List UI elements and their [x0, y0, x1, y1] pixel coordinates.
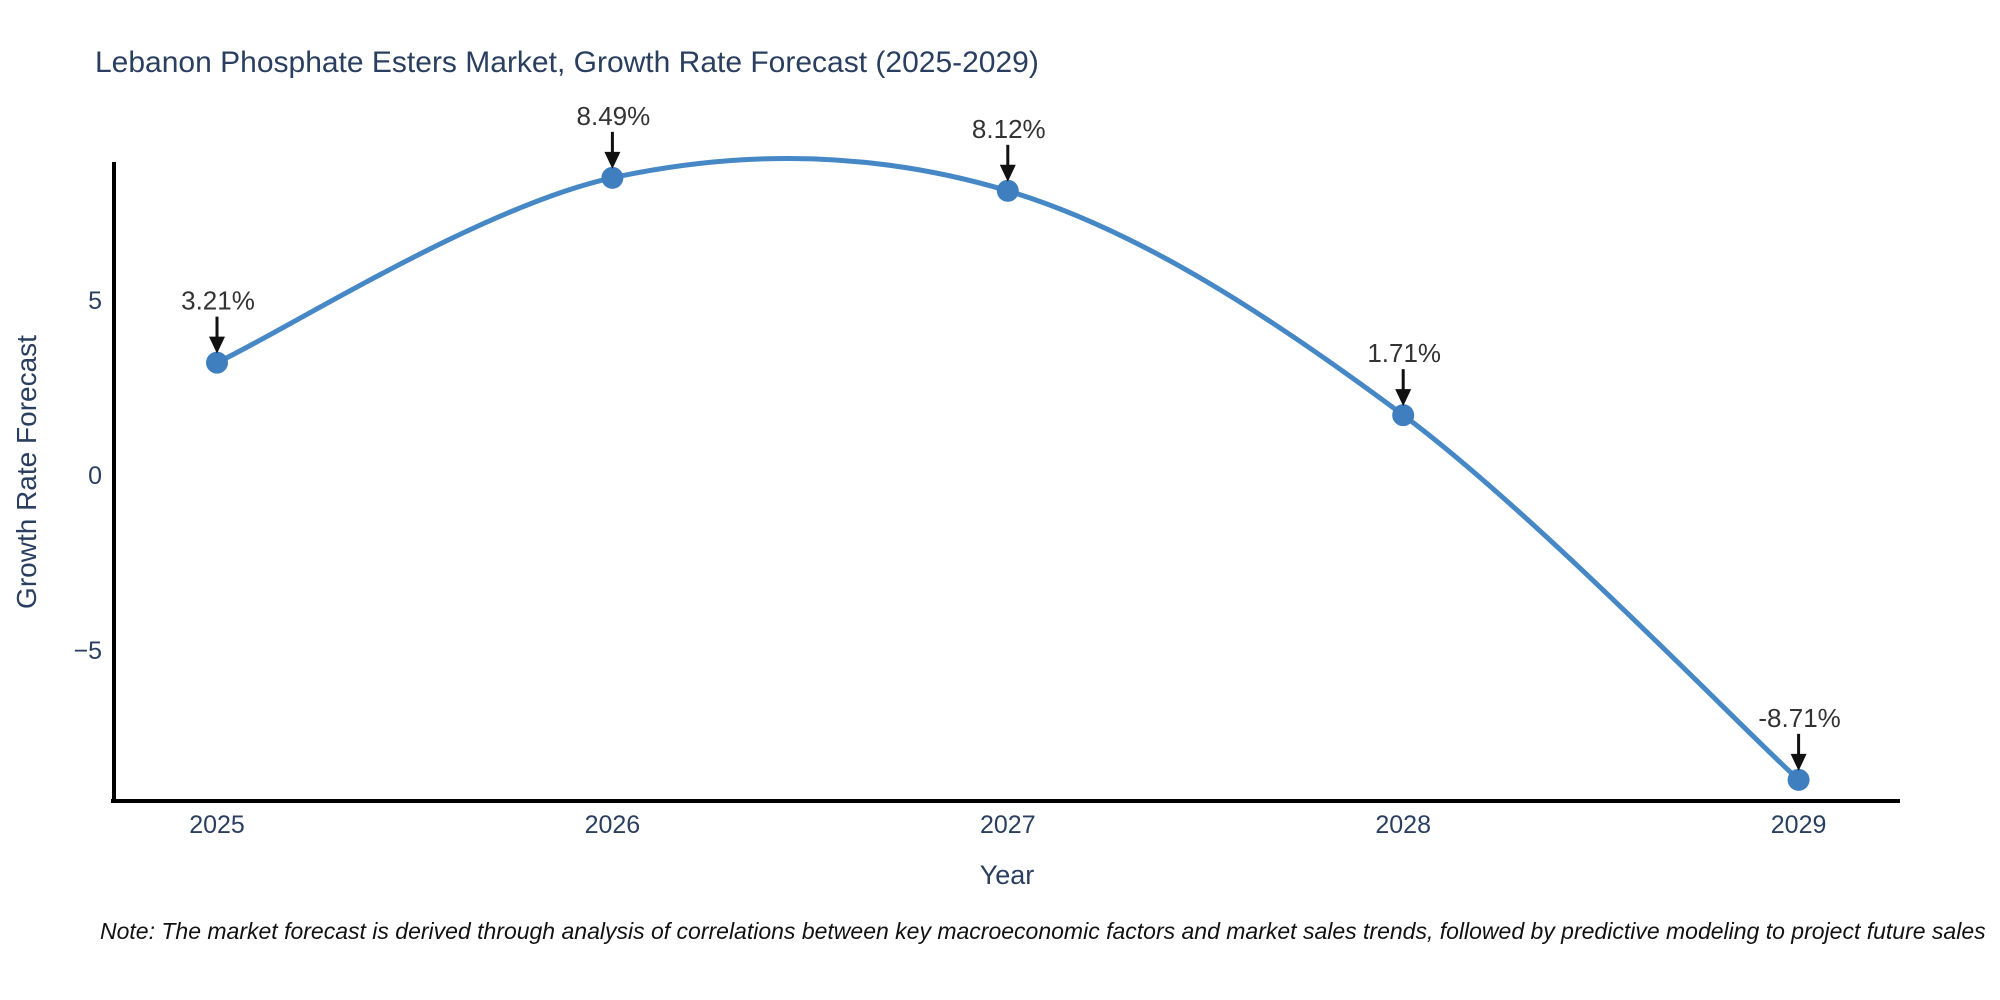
annotation-arrow-head	[999, 164, 1016, 182]
chart-title: Lebanon Phosphate Esters Market, Growth …	[95, 46, 1039, 79]
x-tick-label: 2026	[585, 811, 641, 839]
data-point-marker	[601, 166, 624, 189]
x-axis-title: Year	[979, 860, 1035, 890]
footnote: Note: The market forecast is derived thr…	[100, 918, 1986, 944]
point-annotation-label: 1.71%	[1367, 338, 1441, 368]
point-annotation-label: 8.12%	[972, 114, 1046, 144]
annotation-arrow-head	[1395, 389, 1412, 407]
point-annotation-label: 8.49%	[577, 101, 651, 131]
data-point-marker	[1787, 768, 1810, 791]
y-tick-label: 0	[88, 462, 102, 490]
x-tick-label: 2025	[189, 811, 245, 839]
data-point-marker	[1392, 404, 1415, 427]
point-annotation-label: 3.21%	[181, 286, 255, 316]
forecast-curve	[214, 155, 1802, 783]
data-point-marker	[996, 179, 1019, 202]
annotation-arrow-head	[1790, 753, 1807, 771]
x-tick-label: 2029	[1771, 811, 1827, 839]
x-tick-label: 2028	[1375, 811, 1431, 839]
y-tick-label: 5	[88, 287, 102, 315]
x-tick-label: 2027	[980, 811, 1036, 839]
annotation-arrow-head	[604, 151, 621, 169]
data-point-marker	[206, 351, 228, 374]
annotation-arrow-head	[209, 336, 225, 354]
y-tick-label: −5	[73, 637, 102, 665]
point-annotation-label: -8.71%	[1758, 703, 1840, 733]
